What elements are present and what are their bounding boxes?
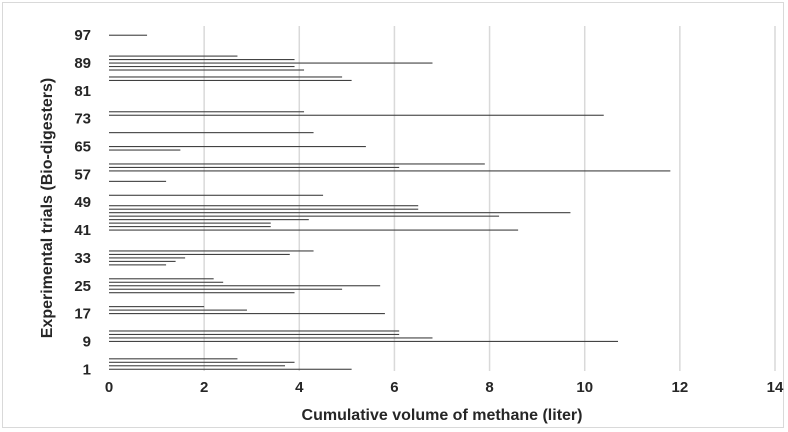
bar-trial-48 (109, 205, 419, 207)
y-tick-label-4: 33 (74, 250, 91, 267)
bar-trial-11 (109, 333, 400, 336)
bar-trial-46 (109, 212, 571, 214)
bar-trial-55 (109, 180, 167, 182)
bar-trial-74 (109, 114, 604, 116)
bar-trial-19 (109, 306, 205, 308)
bar-trial-84 (109, 79, 352, 82)
y-tick-label-2: 17 (74, 306, 91, 323)
y-tick-label-5: 41 (74, 222, 91, 239)
bar-trial-4 (109, 358, 238, 360)
y-tick-label-6: 49 (74, 194, 91, 211)
x-tick-label-2: 4 (295, 379, 304, 396)
y-tick-label-11: 89 (74, 55, 91, 72)
bars (109, 34, 671, 370)
bar-trial-17 (109, 313, 385, 315)
bar-trial-69 (109, 132, 314, 134)
bar-trial-91 (109, 55, 238, 57)
y-tick-label-10: 81 (74, 83, 91, 100)
bar-trial-25 (109, 285, 381, 287)
bar-trial-33 (109, 257, 186, 259)
bar-trial-1 (109, 368, 352, 370)
bar-trial-88 (109, 65, 295, 68)
bar-trial-26 (109, 281, 224, 283)
bar-trial-47 (109, 208, 419, 210)
bar-trial-32 (109, 260, 176, 262)
bar-trial-10 (109, 337, 433, 339)
y-tick-label-9: 73 (74, 111, 91, 128)
bar-trial-64 (109, 149, 181, 151)
bar-trial-44 (109, 219, 309, 221)
bar-trial-23 (109, 292, 295, 294)
y-tick-label-1: 9 (83, 333, 91, 350)
x-tick-label-7: 14 (767, 379, 784, 396)
chart-frame (2, 2, 784, 428)
bar-trial-59 (109, 166, 400, 168)
bar-trial-2 (109, 365, 286, 367)
x-tick-label-3: 6 (390, 379, 398, 396)
bar-trial-12 (109, 330, 400, 332)
y-axis-title: Experimental trials (Bio-digesters) (39, 78, 56, 339)
bar-trial-34 (109, 253, 290, 255)
x-tick-label-0: 0 (105, 379, 113, 396)
bar-trial-45 (109, 215, 500, 217)
y-tick-label-12: 97 (74, 27, 91, 44)
x-tick-label-5: 10 (576, 379, 593, 396)
bar-trial-27 (109, 278, 214, 280)
bar-trial-31 (109, 264, 167, 266)
bar-trial-75 (109, 111, 305, 113)
bar-trial-35 (109, 250, 314, 252)
bar-trial-85 (109, 76, 343, 78)
grid-lines (203, 26, 776, 371)
bar-trial-43 (109, 222, 271, 224)
bar-trial-58 (109, 170, 671, 172)
bar-trial-90 (109, 59, 295, 61)
bar-trial-18 (109, 309, 247, 311)
bar-trial-60 (109, 163, 485, 165)
bar-trial-87 (109, 69, 305, 71)
bar-trial-3 (109, 361, 295, 363)
x-tick-label-1: 2 (200, 379, 208, 396)
y-tick-label-0: 1 (83, 361, 91, 378)
y-tick-labels: 1 9 17 25 33 41 49 57 65 73 81 89 97 (74, 27, 91, 378)
y-tick-label-8: 65 (74, 139, 91, 156)
x-tick-labels: 0 2 4 6 8 10 12 14 (105, 379, 784, 396)
bar-trial-42 (109, 226, 271, 228)
x-tick-label-6: 12 (672, 379, 689, 396)
bar-trial-9 (109, 340, 619, 342)
bar-trial-89 (109, 62, 433, 64)
bar-trial-97 (109, 34, 148, 36)
x-axis-title: Cumulative volume of methane (liter) (302, 407, 583, 424)
x-tick-label-4: 8 (485, 379, 493, 396)
bar-trial-51 (109, 194, 324, 196)
y-tick-label-7: 57 (74, 166, 91, 183)
bar-trial-41 (109, 229, 519, 231)
bar-trial-65 (109, 146, 366, 148)
bar-trial-24 (109, 288, 343, 290)
y-tick-label-3: 25 (74, 278, 91, 295)
